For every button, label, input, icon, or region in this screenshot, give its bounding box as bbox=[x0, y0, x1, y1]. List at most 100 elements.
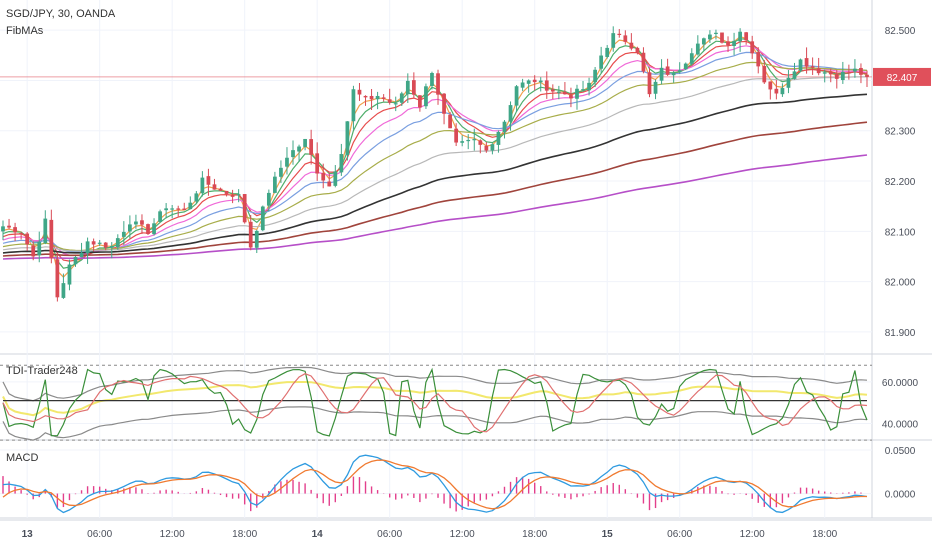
candle-body bbox=[581, 89, 585, 91]
candle bbox=[176, 205, 181, 217]
candle bbox=[25, 231, 30, 251]
candle-body bbox=[575, 88, 579, 99]
candle bbox=[496, 130, 501, 153]
candle bbox=[472, 128, 477, 151]
last-price-tag bbox=[873, 67, 931, 86]
candle bbox=[701, 37, 706, 51]
candle-body bbox=[236, 194, 241, 196]
candle bbox=[140, 214, 144, 234]
candle-body bbox=[218, 188, 223, 191]
candle bbox=[399, 91, 404, 107]
candle bbox=[677, 62, 682, 74]
tdi-line bbox=[2, 406, 868, 441]
candle bbox=[780, 83, 785, 97]
candle bbox=[816, 57, 821, 76]
candle-body bbox=[538, 80, 543, 83]
candle bbox=[828, 68, 833, 83]
candle-body bbox=[140, 220, 144, 225]
candle-body bbox=[315, 153, 320, 174]
candle-body bbox=[254, 230, 259, 248]
candle bbox=[714, 29, 718, 40]
candle bbox=[695, 35, 700, 56]
candle-body bbox=[544, 80, 549, 91]
moving-average-line bbox=[2, 76, 867, 252]
candle bbox=[242, 193, 247, 224]
candle bbox=[91, 238, 96, 252]
candle bbox=[357, 82, 362, 101]
candle-body bbox=[865, 74, 869, 77]
candle-body bbox=[720, 32, 724, 43]
time-axis-label: 15 bbox=[602, 529, 614, 540]
candle-body bbox=[738, 31, 742, 42]
candle-body bbox=[19, 233, 23, 235]
candle-body bbox=[532, 79, 537, 83]
candle bbox=[393, 96, 398, 112]
candle bbox=[381, 94, 386, 102]
candle bbox=[182, 202, 187, 211]
candle-body bbox=[206, 176, 211, 185]
candle bbox=[683, 62, 688, 71]
candle bbox=[79, 242, 84, 258]
candle-body bbox=[641, 52, 646, 72]
candle-body bbox=[121, 231, 126, 237]
candle-body bbox=[103, 242, 108, 248]
candle-body bbox=[158, 211, 162, 222]
candle bbox=[218, 187, 223, 192]
candle-body bbox=[345, 121, 350, 155]
candle bbox=[411, 72, 416, 99]
candle-body bbox=[194, 193, 199, 202]
time-axis-label: 18:00 bbox=[812, 529, 837, 540]
candle bbox=[134, 214, 138, 229]
candle-body bbox=[677, 70, 682, 72]
candle-body bbox=[526, 80, 531, 84]
price-axis-label: 82.000 bbox=[885, 278, 916, 289]
candle bbox=[708, 30, 712, 44]
candle-body bbox=[556, 91, 561, 93]
candle bbox=[224, 190, 229, 197]
candle bbox=[563, 82, 567, 95]
candle-body bbox=[726, 41, 730, 46]
candle bbox=[768, 81, 773, 100]
candle bbox=[605, 45, 610, 59]
time-axis-label: 18:00 bbox=[522, 529, 547, 540]
candle-body bbox=[115, 238, 120, 248]
candle bbox=[593, 67, 597, 88]
candle bbox=[853, 59, 857, 78]
time-axis-label: 18:00 bbox=[232, 529, 257, 540]
candle-body bbox=[448, 114, 452, 129]
candle-body bbox=[611, 33, 616, 48]
candle bbox=[1, 220, 5, 241]
candle bbox=[266, 189, 271, 212]
candle bbox=[430, 71, 434, 90]
candle-body bbox=[472, 139, 477, 141]
candle bbox=[128, 215, 132, 239]
candle bbox=[13, 222, 17, 242]
candle-body bbox=[134, 221, 138, 225]
candle-body bbox=[635, 47, 640, 53]
candle bbox=[291, 140, 295, 165]
candle-body bbox=[242, 194, 247, 223]
candle-body bbox=[200, 177, 205, 194]
candle bbox=[194, 191, 199, 204]
candle bbox=[115, 234, 120, 250]
candle bbox=[581, 80, 585, 92]
candle bbox=[327, 173, 332, 187]
candle-body bbox=[828, 72, 833, 75]
candle bbox=[689, 48, 694, 66]
candle-body bbox=[273, 176, 277, 193]
candle-body bbox=[363, 95, 368, 98]
moving-average-line bbox=[2, 121, 868, 257]
candle-body bbox=[369, 95, 374, 100]
time-axis-label: 12:00 bbox=[450, 529, 475, 540]
candle-body bbox=[25, 233, 30, 245]
candle bbox=[170, 204, 175, 219]
moving-average-line bbox=[2, 51, 868, 253]
candle bbox=[303, 138, 307, 151]
candle bbox=[665, 58, 670, 76]
candle-body bbox=[339, 154, 344, 173]
candle-body bbox=[454, 128, 459, 143]
time-axis-label: 14 bbox=[312, 529, 324, 540]
last-price-tag-label: 82.407 bbox=[887, 73, 918, 84]
candle-body bbox=[381, 97, 386, 99]
